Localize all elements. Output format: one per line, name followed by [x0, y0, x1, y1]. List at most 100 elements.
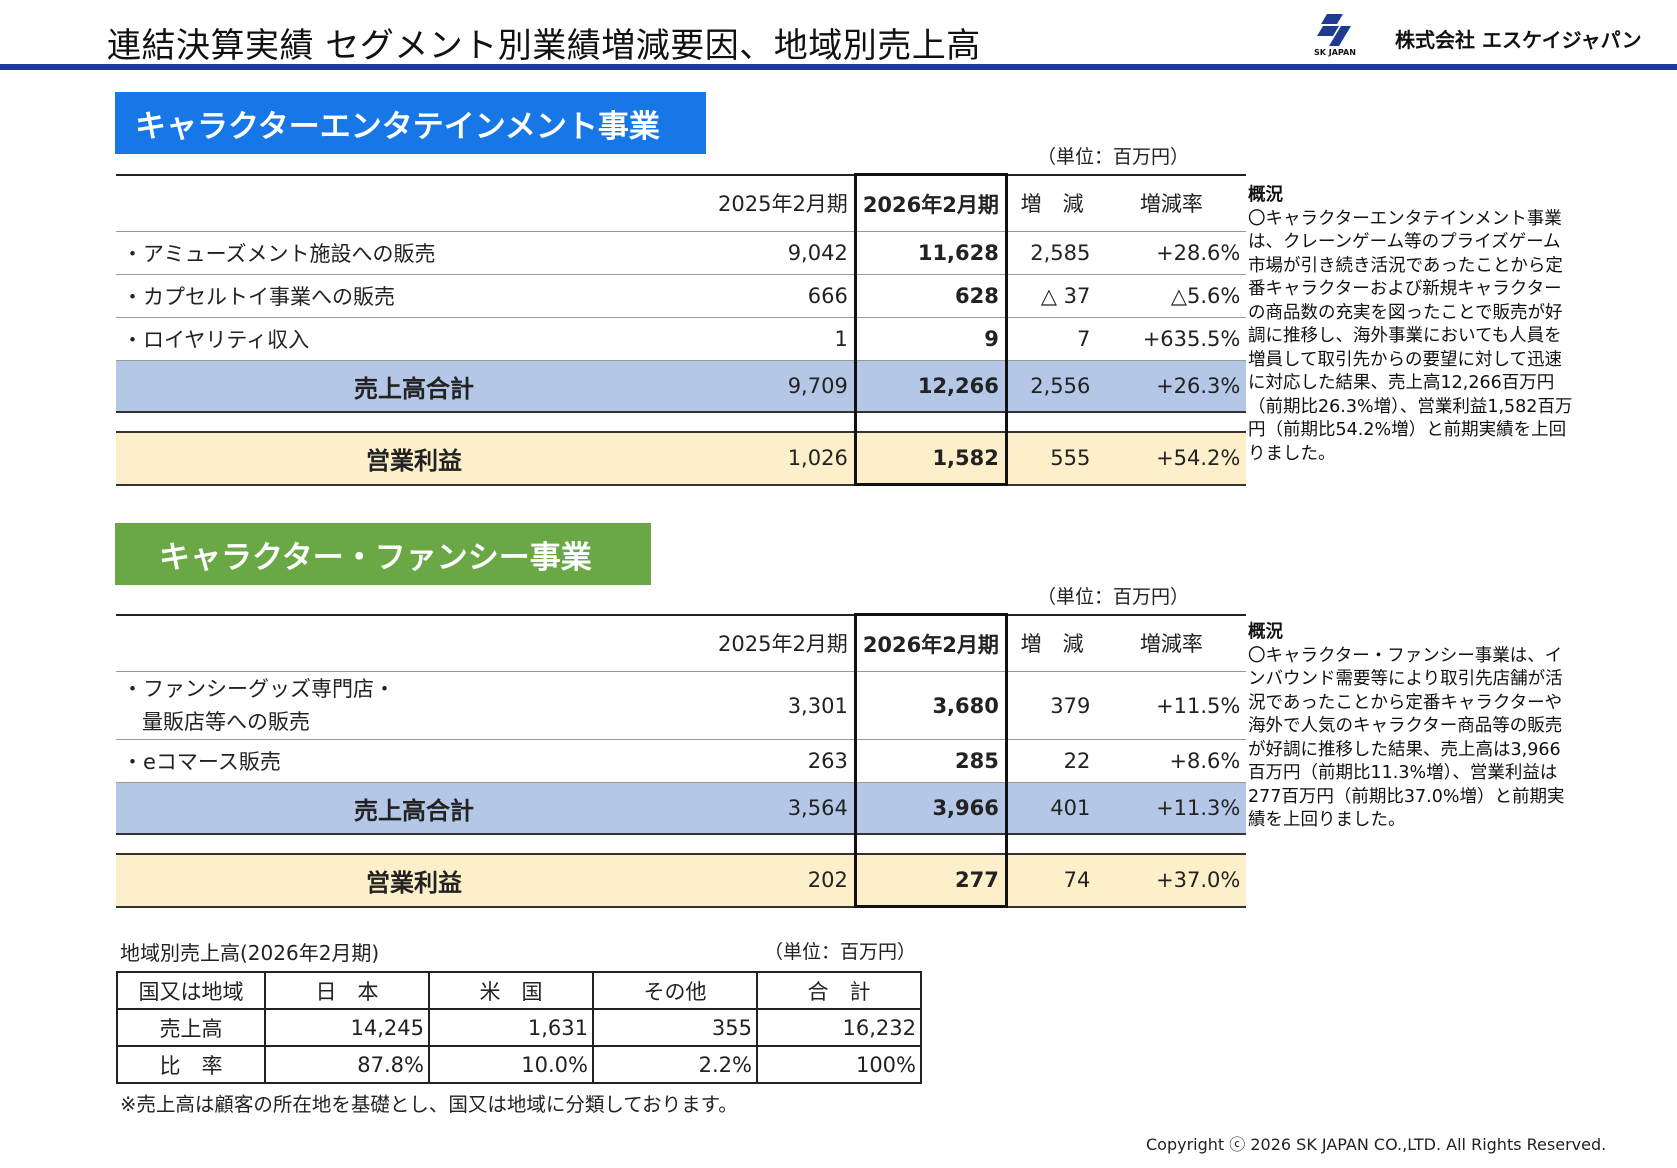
col-diff: 増 減 [1006, 613, 1097, 672]
total-curr: 12,266 [853, 360, 1008, 413]
region-header: 米 国 [428, 971, 594, 1010]
table-row: ・eコマース販売 263 285 22 +8.6% [116, 739, 1247, 783]
rate-value: +11.5% [1096, 671, 1247, 740]
total-row: 売上高合計 9,709 12,266 2,556 +26.3% [116, 360, 1247, 413]
curr-value: 9 [853, 317, 1008, 361]
operating-profit-row: 営業利益 202 277 74 +37.0% [116, 853, 1247, 908]
col-curr-year: 2026年2月期 [853, 173, 1008, 232]
total-prev: 9,709 [712, 360, 856, 413]
page-title: 連結決算実績 セグメント別業績増減要因、地域別売上高 [107, 26, 981, 66]
copyright: Copyright ⓒ 2026 SK JAPAN CO.,LTD. All R… [1146, 1135, 1607, 1154]
operating-diff: 555 [1006, 431, 1097, 486]
table-row: ・アミューズメント施設への販売 9,042 11,628 2,585 +28.6… [116, 231, 1247, 275]
curr-value: 628 [853, 274, 1008, 318]
region-cell: 2.2% [592, 1045, 758, 1084]
title-rule [0, 64, 1677, 70]
col-rate: 増減率 [1096, 173, 1247, 232]
row-label-line1: ・ファンシーグッズ専門店・ [122, 676, 395, 701]
total-rate: +26.3% [1096, 360, 1247, 413]
region-header-row: 国又は地域 日 本 米 国 その他 合 計 [116, 971, 922, 1010]
region-cell: 1,631 [428, 1008, 594, 1047]
operating-label: 営業利益 [116, 853, 712, 908]
table-row: ・カプセルトイ事業への販売 666 628 △ 37 △5.6% [116, 274, 1247, 318]
total-row: 売上高合計 3,564 3,966 401 +11.3% [116, 782, 1247, 835]
region-cell: 16,232 [756, 1008, 922, 1047]
prev-value: 1 [712, 317, 856, 361]
col-prev-year: 2025年2月期 [712, 173, 856, 232]
total-diff: 2,556 [1006, 360, 1097, 413]
prev-value: 9,042 [712, 231, 856, 275]
sk-japan-logo-icon [1317, 14, 1351, 46]
region-unit: （単位：百万円） [764, 941, 917, 963]
curr-value: 3,680 [853, 671, 1008, 740]
table-row: 比 率 87.8% 10.0% 2.2% 100% [116, 1045, 922, 1084]
prev-value: 3,301 [712, 671, 856, 740]
row-label: ・ファンシーグッズ専門店・ 量販店等への販売 [116, 671, 712, 740]
segment-table-fancy: 2025年2月期 2026年2月期 増 減 増減率 ・ファンシーグッズ専門店・ … [116, 613, 1247, 908]
region-cell: 87.8% [264, 1045, 430, 1084]
summary-heading: 概況 [1248, 622, 1283, 642]
region-cell: 14,245 [264, 1008, 430, 1047]
col-diff: 増 減 [1006, 173, 1097, 232]
total-diff: 401 [1006, 782, 1097, 835]
operating-curr: 1,582 [853, 431, 1008, 486]
rate-value: +8.6% [1096, 739, 1247, 783]
operating-profit-row: 営業利益 1,026 1,582 555 +54.2% [116, 431, 1247, 486]
region-cell: 355 [592, 1008, 758, 1047]
total-label: 売上高合計 [116, 782, 712, 835]
table-row: ・ファンシーグッズ専門店・ 量販店等への販売 3,301 3,680 379 +… [116, 671, 1247, 740]
region-table: 国又は地域 日 本 米 国 その他 合 計 売上高 14,245 1,631 3… [116, 971, 922, 1084]
curr-value: 11,628 [853, 231, 1008, 275]
summary-entertainment: 概況 〇キャラクターエンタテインメント事業は、クレーンゲーム等のプライズゲーム市… [1248, 184, 1578, 466]
summary-text: 〇キャラクター・ファンシー事業は、インバウンド需要等により取引先店舗が活況であっ… [1248, 645, 1565, 831]
diff-value: 2,585 [1006, 231, 1097, 275]
row-label: ・アミューズメント施設への販売 [116, 231, 712, 275]
rate-value: +635.5% [1096, 317, 1247, 361]
prev-value: 666 [712, 274, 856, 318]
diff-value: 7 [1006, 317, 1097, 361]
row-label: ・カプセルトイ事業への販売 [116, 274, 712, 318]
region-row-label: 比 率 [116, 1045, 266, 1084]
region-header: 国又は地域 [116, 971, 266, 1010]
col-rate: 増減率 [1096, 613, 1247, 672]
operating-diff: 74 [1006, 853, 1097, 908]
region-row-label: 売上高 [116, 1008, 266, 1047]
total-label: 売上高合計 [116, 360, 712, 413]
summary-fancy: 概況 〇キャラクター・ファンシー事業は、インバウンド需要等により取引先店舗が活況… [1248, 621, 1578, 833]
logo-mark-text: SK JAPAN [1314, 48, 1356, 57]
summary-heading: 概況 [1248, 185, 1283, 205]
prev-value: 263 [712, 739, 856, 783]
region-header: 日 本 [264, 971, 430, 1010]
summary-text: 〇キャラクターエンタテインメント事業は、クレーンゲーム等のプライズゲーム市場が引… [1248, 208, 1573, 464]
rate-value: △5.6% [1096, 274, 1247, 318]
row-label-line2: 量販店等への販売 [142, 709, 310, 734]
diff-value: 379 [1006, 671, 1097, 740]
operating-rate: +54.2% [1096, 431, 1247, 486]
segment-banner-fancy: キャラクター・ファンシー事業 [115, 523, 651, 585]
total-rate: +11.3% [1096, 782, 1247, 835]
total-curr: 3,966 [853, 782, 1008, 835]
region-header: 合 計 [756, 971, 922, 1010]
curr-value: 285 [853, 739, 1008, 783]
col-prev-year: 2025年2月期 [712, 613, 856, 672]
segment-banner-entertainment: キャラクターエンタテインメント事業 [115, 92, 706, 154]
row-label: ・eコマース販売 [116, 739, 712, 783]
region-note: ※売上高は顧客の所在地を基礎とし、国又は地域に分類しております。 [120, 1093, 738, 1116]
operating-prev: 202 [712, 853, 856, 908]
rate-value: +28.6% [1096, 231, 1247, 275]
operating-prev: 1,026 [712, 431, 856, 486]
operating-curr: 277 [853, 853, 1008, 908]
row-label: ・ロイヤリティ収入 [116, 317, 712, 361]
diff-value: △ 37 [1006, 274, 1097, 318]
operating-label: 営業利益 [116, 431, 712, 486]
total-prev: 3,564 [712, 782, 856, 835]
operating-rate: +37.0% [1096, 853, 1247, 908]
company-name: 株式会社 エスケイジャパン [1395, 28, 1642, 52]
unit-label: （単位：百万円） [1037, 146, 1190, 168]
region-title: 地域別売上高(2026年2月期) [120, 941, 380, 965]
diff-value: 22 [1006, 739, 1097, 783]
region-cell: 100% [756, 1045, 922, 1084]
table-row: ・ロイヤリティ収入 1 9 7 +635.5% [116, 317, 1247, 361]
region-cell: 10.0% [428, 1045, 594, 1084]
unit-label: （単位：百万円） [1037, 586, 1190, 608]
